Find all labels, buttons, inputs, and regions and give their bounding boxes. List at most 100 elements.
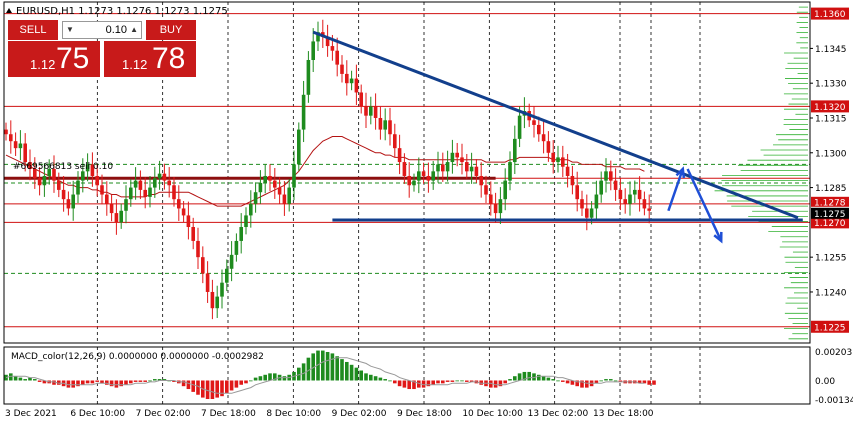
buy-price-prefix: 1.12 bbox=[122, 57, 148, 72]
trendline bbox=[312, 30, 799, 220]
macd-histogram-bar bbox=[479, 380, 483, 385]
x-tick-label: 3 Dec 2021 bbox=[5, 409, 57, 419]
candle-body bbox=[28, 162, 32, 170]
candle-body bbox=[455, 152, 459, 158]
macd-histogram-bar bbox=[570, 380, 575, 385]
macd-histogram-bar bbox=[191, 380, 195, 392]
macd-histogram-bar bbox=[489, 380, 493, 388]
candle-body bbox=[484, 185, 488, 195]
macd-histogram-bar bbox=[441, 380, 445, 384]
level-price-label: 1.1320 bbox=[814, 103, 846, 113]
x-tick-label: 6 Dec 10:00 bbox=[70, 409, 125, 419]
candle-body bbox=[417, 171, 421, 181]
lot-decrease-icon[interactable]: ▼ bbox=[66, 25, 74, 34]
candle-body bbox=[647, 208, 651, 211]
macd-histogram-bar bbox=[205, 380, 210, 400]
macd-histogram-bar bbox=[109, 380, 114, 387]
candle-body bbox=[642, 199, 647, 209]
candle-body bbox=[76, 180, 80, 195]
sell-quote-button[interactable]: 1.12 75 bbox=[8, 41, 100, 77]
candle-body bbox=[445, 162, 450, 172]
macd-histogram-bar bbox=[532, 373, 536, 381]
candle-body bbox=[42, 175, 47, 186]
candle-body bbox=[325, 36, 330, 47]
level-price-tag bbox=[811, 100, 849, 113]
macd-histogram-bar bbox=[311, 353, 315, 381]
macd-histogram-bar bbox=[90, 380, 95, 384]
macd-histogram-bar bbox=[618, 380, 623, 382]
macd-histogram-bar bbox=[594, 380, 599, 384]
candle-body bbox=[340, 64, 344, 74]
buy-quote-button[interactable]: 1.12 78 bbox=[104, 41, 196, 77]
macd-histogram-bar bbox=[585, 380, 589, 388]
collapse-triangle-icon[interactable] bbox=[6, 8, 12, 13]
macd-histogram-bar bbox=[124, 380, 128, 385]
macd-histogram-bar bbox=[52, 380, 56, 385]
forecast-arrowhead bbox=[713, 231, 723, 244]
level-price-label: 1.1270 bbox=[814, 219, 846, 229]
candle-body bbox=[335, 50, 339, 65]
lot-size-input[interactable] bbox=[77, 22, 127, 38]
candle-body bbox=[157, 173, 162, 179]
candle-body bbox=[234, 240, 239, 255]
candle-body bbox=[378, 117, 383, 130]
candle-body bbox=[273, 180, 277, 188]
macd-histogram-bar bbox=[421, 380, 426, 388]
candle-body bbox=[637, 189, 642, 200]
macd-histogram-bar bbox=[301, 363, 306, 381]
candle-body bbox=[551, 152, 555, 163]
macd-histogram-bar bbox=[613, 380, 618, 382]
candle-body bbox=[95, 175, 99, 186]
candle-body bbox=[162, 173, 167, 181]
macd-histogram-bar bbox=[388, 380, 392, 382]
candle-body bbox=[225, 268, 229, 283]
candle-body bbox=[114, 213, 119, 223]
macd-histogram-bar bbox=[402, 380, 407, 388]
macd-histogram-bar bbox=[321, 350, 325, 381]
candle-body bbox=[465, 162, 469, 172]
buy-price-main: 78 bbox=[152, 42, 186, 75]
macd-histogram-bar bbox=[13, 376, 18, 381]
sell-button[interactable]: SELL bbox=[8, 20, 58, 40]
candle-body bbox=[349, 78, 354, 84]
macd-y-tick-label: 0.00 bbox=[815, 377, 835, 387]
macd-histogram-bar bbox=[450, 380, 455, 382]
candle-body bbox=[201, 257, 205, 274]
level-price-label: 1.1225 bbox=[814, 323, 846, 333]
candle-body bbox=[460, 157, 464, 163]
macd-histogram-bar bbox=[143, 380, 147, 382]
candle-body bbox=[153, 178, 157, 188]
level-price-label: 1.1360 bbox=[814, 10, 846, 20]
lot-increase-icon[interactable]: ▲ bbox=[130, 25, 138, 34]
sell-price-prefix: 1.12 bbox=[30, 57, 56, 72]
candle-body bbox=[618, 189, 623, 200]
candle-body bbox=[397, 148, 402, 163]
candle-body bbox=[633, 189, 637, 195]
candle-body bbox=[589, 208, 594, 218]
candle-body bbox=[119, 210, 123, 223]
macd-histogram-bar bbox=[119, 380, 123, 387]
candle-body bbox=[373, 106, 378, 118]
candle-body bbox=[109, 203, 114, 214]
buy-button[interactable]: BUY bbox=[146, 20, 196, 40]
macd-histogram-bar bbox=[306, 357, 311, 381]
macd-histogram-bar bbox=[186, 380, 191, 390]
macd-histogram-bar bbox=[9, 373, 13, 381]
candle-body bbox=[345, 73, 349, 84]
lot-size-field[interactable]: ▼ ▲ bbox=[62, 21, 142, 39]
macd-histogram-bar bbox=[369, 374, 373, 381]
macd-histogram-bar bbox=[460, 380, 464, 382]
candle-body bbox=[537, 124, 541, 135]
macd-histogram-bar bbox=[215, 380, 219, 398]
current-price-tag bbox=[811, 207, 849, 219]
moving-average-line bbox=[5, 136, 645, 207]
macd-histogram-bar bbox=[637, 380, 642, 384]
candle-body bbox=[546, 141, 551, 153]
forecast-arrow bbox=[667, 168, 684, 212]
candle-body bbox=[359, 92, 363, 107]
candle-body bbox=[100, 185, 104, 195]
macd-histogram-bar bbox=[76, 380, 80, 387]
macd-histogram-bar bbox=[383, 379, 387, 381]
